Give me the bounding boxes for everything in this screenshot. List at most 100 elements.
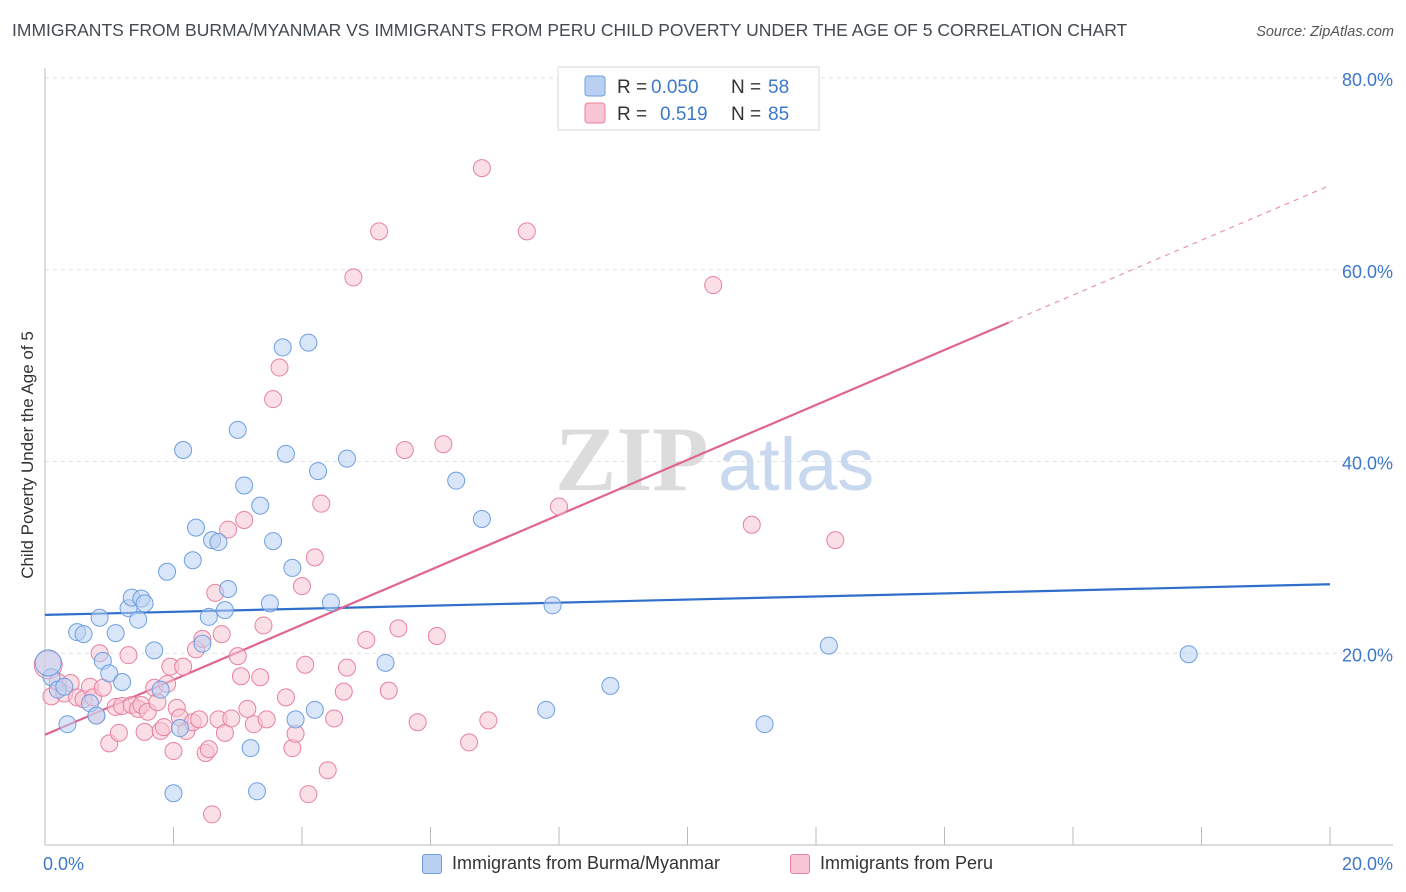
peru-point bbox=[251, 668, 270, 687]
watermark: ZIP atlas bbox=[555, 408, 874, 510]
y-axis-label: Child Poverty Under the Age of 5 bbox=[18, 331, 37, 579]
peru-point bbox=[231, 667, 250, 686]
peru-point bbox=[479, 711, 498, 730]
source-label: Source: ZipAtlas.com bbox=[1256, 24, 1394, 40]
peru-point bbox=[742, 515, 761, 534]
burma-point bbox=[286, 710, 305, 729]
burma-point bbox=[215, 601, 234, 620]
peru-point bbox=[135, 722, 154, 741]
legend-peru-swatch bbox=[584, 102, 606, 124]
peru-point bbox=[517, 222, 536, 241]
burma-point bbox=[309, 462, 328, 481]
peru-point bbox=[235, 510, 254, 529]
burma-point bbox=[251, 496, 270, 515]
legend-burma-n-value: 58 bbox=[768, 77, 789, 98]
burma-point bbox=[447, 471, 466, 490]
burma-point bbox=[100, 664, 119, 683]
burma-point bbox=[186, 518, 205, 537]
peru-point bbox=[212, 625, 231, 644]
burma-point bbox=[90, 608, 109, 627]
peru-point bbox=[434, 435, 453, 454]
legend-burma-swatch bbox=[584, 75, 606, 97]
burma-point bbox=[193, 634, 212, 653]
watermark-atlas: atlas bbox=[718, 423, 874, 506]
peru-point bbox=[312, 494, 331, 513]
legend-peru-r-label: R = bbox=[617, 104, 647, 125]
burma-point bbox=[601, 676, 620, 695]
burma-point bbox=[276, 444, 295, 463]
burma-point bbox=[113, 673, 132, 692]
burma-point bbox=[537, 700, 556, 719]
burma-point bbox=[219, 580, 238, 599]
burma-point bbox=[321, 593, 340, 612]
peru-point bbox=[305, 548, 324, 567]
burma-point bbox=[34, 649, 62, 677]
peru-point bbox=[325, 709, 344, 728]
legend-item-burma[interactable]: Immigrants from Burma/Myanmar bbox=[422, 853, 720, 874]
burma-point bbox=[283, 558, 302, 577]
burma-point bbox=[145, 641, 164, 660]
legend-burma-r-label: R = bbox=[617, 77, 647, 98]
peru-point bbox=[296, 655, 315, 674]
watermark-zip: ZIP bbox=[555, 408, 708, 510]
burma-point bbox=[248, 782, 267, 801]
peru-point bbox=[190, 710, 209, 729]
peru-point bbox=[222, 709, 241, 728]
burma-point bbox=[1179, 645, 1198, 664]
burma-point bbox=[376, 653, 395, 672]
burma-point bbox=[273, 338, 292, 357]
peru-point bbox=[254, 616, 273, 635]
legend-peru-n-value: 85 bbox=[768, 104, 789, 125]
legend-bottom: Immigrants from Burma/Myanmar Immigrants… bbox=[0, 850, 1406, 880]
burma-point bbox=[241, 739, 260, 758]
legend-peru-bottom-swatch bbox=[790, 853, 810, 874]
burma-point bbox=[228, 420, 247, 439]
burma-point bbox=[183, 551, 202, 570]
legend-burma-r-value: 0.050 bbox=[651, 77, 699, 98]
burma-point bbox=[174, 440, 193, 459]
peru-point bbox=[408, 713, 427, 732]
burma-point bbox=[299, 333, 318, 352]
peru-point bbox=[299, 785, 318, 804]
burma-point bbox=[135, 594, 154, 613]
burma-point bbox=[819, 636, 838, 655]
burma-point bbox=[337, 449, 356, 468]
peru-point bbox=[334, 682, 353, 701]
burma-point bbox=[472, 510, 491, 529]
burma-point bbox=[74, 625, 93, 644]
legend-peru-label: Immigrants from Peru bbox=[820, 853, 994, 873]
burma-point bbox=[151, 680, 170, 699]
peru-point bbox=[154, 718, 173, 737]
legend-top: R = 0.050 N = 58 R = 0.519 N = 85 bbox=[557, 66, 820, 131]
peru-point bbox=[427, 626, 446, 645]
burma-point bbox=[264, 532, 283, 551]
burma-point bbox=[87, 706, 106, 725]
legend-burma-n-label: N = bbox=[731, 77, 761, 98]
burma-point bbox=[164, 784, 183, 803]
legend-peru-r-value: 0.519 bbox=[660, 104, 708, 125]
y-tick-label: 80.0% bbox=[1342, 70, 1393, 90]
peru-point bbox=[164, 742, 183, 761]
x-tick-label: 20.0% bbox=[1342, 854, 1393, 874]
peru-point bbox=[174, 657, 193, 676]
legend-item-peru[interactable]: Immigrants from Peru bbox=[790, 853, 993, 874]
peru-point bbox=[276, 688, 295, 707]
peru-point bbox=[344, 268, 363, 287]
burma-point bbox=[129, 610, 148, 629]
peru-point bbox=[270, 358, 289, 377]
peru-point bbox=[119, 646, 138, 665]
peru-trend-line bbox=[44, 321, 1010, 736]
y-tick-label: 20.0% bbox=[1342, 645, 1393, 665]
burma-point bbox=[55, 677, 74, 696]
peru-point bbox=[257, 710, 276, 729]
peru-point bbox=[238, 699, 257, 718]
peru-point bbox=[550, 497, 568, 516]
peru-point bbox=[293, 577, 311, 596]
burma-point bbox=[170, 719, 189, 738]
peru-point bbox=[472, 159, 491, 178]
peru-point bbox=[357, 630, 376, 649]
peru-trend-extension bbox=[1008, 184, 1331, 324]
peru-point bbox=[460, 733, 479, 752]
legend-burma-bottom-swatch bbox=[422, 853, 442, 874]
